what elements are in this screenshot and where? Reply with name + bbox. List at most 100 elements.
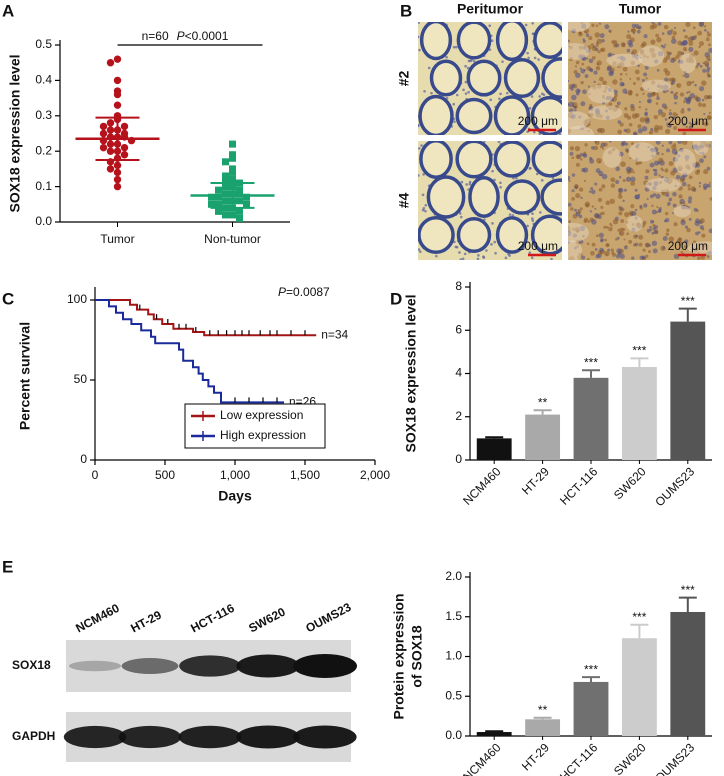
speckle — [608, 226, 613, 232]
nucleus — [430, 91, 433, 95]
speckle — [630, 204, 635, 209]
speckle — [660, 112, 667, 118]
speckle — [634, 242, 639, 247]
x-tick-label: SW620 — [611, 740, 649, 776]
x-tick-label: 2,000 — [360, 468, 390, 482]
data-point — [208, 193, 215, 201]
speckle — [693, 207, 698, 212]
band — [69, 660, 121, 672]
speckle — [695, 161, 700, 166]
speckle — [703, 112, 706, 116]
speckle — [591, 45, 597, 51]
speckle — [706, 166, 711, 171]
nucleus — [499, 185, 502, 189]
x-tick-label: Tumor — [100, 232, 134, 246]
panel-label: E — [2, 557, 13, 576]
speckle — [634, 188, 638, 192]
band — [236, 654, 300, 678]
nucleus — [488, 24, 492, 27]
legend-label: High expression — [220, 428, 306, 442]
speckle — [634, 112, 640, 118]
speckle — [702, 183, 708, 189]
speckle — [658, 113, 661, 116]
speckle — [678, 237, 682, 240]
speckle — [684, 73, 690, 79]
nucleus — [533, 56, 537, 60]
nucleus — [468, 182, 472, 186]
speckle — [631, 28, 637, 34]
speckle — [600, 205, 604, 209]
lane-label: HT-29 — [128, 608, 164, 636]
speckle — [610, 248, 615, 252]
speckle — [673, 222, 678, 227]
speckle — [653, 172, 658, 176]
speckle — [569, 207, 574, 211]
gland — [493, 95, 531, 135]
nucleus — [499, 181, 502, 185]
speckle — [647, 99, 651, 103]
speckle — [627, 115, 632, 120]
speckle — [581, 62, 585, 66]
speckle — [655, 193, 661, 199]
speckle — [620, 161, 626, 167]
speckle — [646, 198, 649, 201]
speckle — [568, 175, 571, 181]
speckle — [639, 117, 645, 123]
speckle — [672, 116, 676, 120]
nucleus — [494, 251, 497, 255]
speckle — [705, 37, 710, 42]
data-point — [113, 168, 122, 177]
pale-area — [587, 84, 615, 104]
speckle — [700, 255, 706, 260]
speckle — [685, 125, 688, 129]
speckle — [597, 50, 601, 54]
speckle — [707, 43, 711, 47]
speckle — [693, 50, 699, 56]
speckle — [664, 168, 669, 173]
speckle — [688, 175, 693, 180]
data-point — [99, 143, 108, 152]
speckle — [686, 91, 689, 94]
bar — [573, 681, 609, 736]
speckle — [680, 251, 684, 254]
nucleus — [418, 48, 421, 52]
y-axis-label: Protein expression — [391, 593, 407, 719]
speckle — [668, 51, 672, 55]
speckle — [679, 241, 683, 244]
nucleus — [538, 95, 542, 98]
speckle — [702, 68, 707, 73]
data-point — [222, 197, 229, 205]
pale-area — [679, 53, 697, 74]
speckle — [670, 80, 675, 85]
speckle — [690, 35, 696, 41]
row-label: SOX18 — [12, 658, 51, 672]
speckle — [689, 123, 694, 128]
panel-label: C — [2, 289, 14, 308]
speckle — [675, 54, 680, 59]
speckle — [690, 186, 696, 192]
speckle — [696, 169, 701, 173]
nucleus — [508, 213, 512, 216]
speckle — [699, 225, 704, 230]
speckle — [698, 185, 701, 188]
speckle — [590, 250, 595, 256]
speckle — [696, 62, 701, 66]
speckle — [708, 111, 712, 115]
y-tick-label: 0.0 — [35, 214, 52, 228]
speckle — [608, 70, 614, 77]
speckle — [669, 109, 672, 112]
data-point — [120, 143, 129, 152]
speckle — [695, 97, 699, 101]
speckle — [698, 41, 704, 47]
speckle — [628, 42, 634, 48]
nucleus — [476, 257, 480, 260]
pale-area — [626, 215, 643, 232]
data-point — [229, 140, 236, 148]
bar — [621, 638, 657, 736]
bar — [621, 367, 657, 460]
speckle — [585, 33, 590, 37]
speckle — [612, 79, 618, 85]
speckle — [701, 80, 707, 86]
speckle — [579, 207, 583, 211]
